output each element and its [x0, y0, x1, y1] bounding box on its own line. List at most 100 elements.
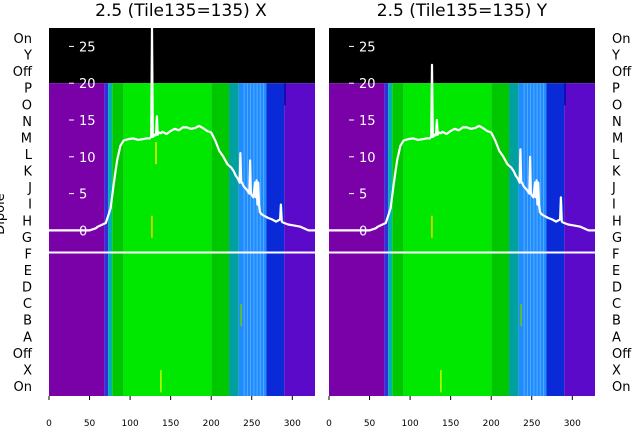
row-label-right: Y: [611, 49, 620, 64]
row-label-right: C: [612, 297, 621, 312]
row-label-right: Off: [612, 65, 632, 80]
heat-marker: [155, 142, 157, 165]
x-tick-label: 200: [203, 419, 220, 429]
y-tick-label: 25: [79, 40, 96, 55]
heat-band: [229, 83, 239, 396]
row-label-left: G: [22, 231, 32, 246]
heat-streak: [246, 83, 248, 396]
heat-streak: [530, 83, 532, 396]
row-label-left: Off: [13, 65, 33, 80]
row-label-left: X: [23, 363, 32, 378]
y-tick-label: 15: [359, 114, 376, 129]
heat-streak: [533, 83, 535, 396]
y-tick-label: 20: [79, 77, 96, 92]
row-label-left: F: [25, 247, 32, 262]
heat-streak: [243, 83, 245, 396]
row-label-right: K: [612, 165, 621, 180]
heat-streak: [526, 83, 528, 396]
x-tick-label: 300: [564, 419, 581, 429]
y-tick-label: 20: [359, 77, 376, 92]
heat-band: [123, 83, 212, 396]
x-tick-label: 100: [122, 419, 139, 429]
row-label-right: I: [612, 198, 616, 213]
row-label-left: On: [14, 32, 32, 47]
row-label-left: H: [22, 214, 32, 229]
x-tick-label: 100: [402, 419, 419, 429]
row-label-right: P: [612, 82, 620, 97]
row-label-left: E: [24, 264, 32, 279]
heat-marker: [151, 215, 153, 238]
heat-band: [518, 83, 547, 396]
background-top: [329, 28, 595, 84]
heat-band: [104, 83, 109, 396]
row-label-left: O: [22, 98, 32, 113]
row-label-left: L: [25, 148, 33, 163]
row-label-left: B: [23, 314, 32, 329]
x-tick-label: 50: [84, 419, 96, 429]
x-tick-label: 250: [523, 419, 540, 429]
heat-streak: [539, 83, 541, 396]
row-label-left: C: [23, 297, 32, 312]
x-tick-label: 50: [364, 419, 376, 429]
heat-marker: [160, 370, 162, 393]
x-tick-label: 150: [442, 419, 459, 429]
heat-marker: [240, 304, 242, 327]
x-tick-label: 200: [483, 419, 500, 429]
row-label-right: N: [612, 115, 622, 130]
heat-marker: [284, 83, 286, 106]
x-tick-label: 250: [243, 419, 260, 429]
row-label-left: I: [28, 198, 32, 213]
heat-band: [384, 83, 389, 396]
row-label-right: G: [612, 231, 622, 246]
row-label-right: H: [612, 214, 622, 229]
heat-streak: [263, 83, 265, 396]
x-tick-label: 300: [284, 419, 301, 429]
row-label-right: E: [612, 264, 620, 279]
y-tick-label: 0: [359, 224, 367, 239]
y-tick-label: 5: [79, 188, 87, 203]
row-label-left: N: [22, 115, 32, 130]
heat-streak: [259, 83, 261, 396]
series-line: [49, 26, 315, 232]
heat-band: [564, 83, 595, 396]
heat-marker: [431, 215, 433, 238]
row-label-left: J: [27, 181, 32, 196]
row-label-right: Off: [612, 347, 632, 362]
heat-band: [108, 83, 113, 396]
series-line: [329, 63, 595, 232]
x-tick-label: 0: [46, 419, 52, 429]
y-tick-label: 10: [359, 151, 376, 166]
heat-band: [546, 83, 565, 396]
heat-band: [211, 83, 230, 396]
heat-streak: [253, 83, 255, 396]
heat-marker: [440, 370, 442, 393]
row-label-left: M: [21, 131, 32, 146]
heat-streak: [536, 83, 538, 396]
row-label-right: L: [612, 148, 620, 163]
x-tick-label: 150: [162, 419, 179, 429]
heat-band: [112, 83, 124, 396]
heat-marker: [520, 304, 522, 327]
heat-band: [329, 83, 385, 396]
row-label-left: Y: [23, 49, 32, 64]
heat-band: [49, 83, 105, 396]
heat-band: [284, 83, 315, 396]
row-label-right: A: [612, 330, 621, 345]
panel-title: 2.5 (Tile135=135) Y: [377, 1, 548, 21]
y-tick-label: 10: [79, 151, 96, 166]
heat-band: [491, 83, 510, 396]
heat-marker: [564, 83, 566, 106]
heat-streak: [256, 83, 258, 396]
heat-band: [509, 83, 519, 396]
row-label-right: On: [612, 32, 630, 47]
y-axis-label: Dipole: [0, 193, 8, 234]
row-label-right: O: [612, 98, 622, 113]
heat-band: [238, 83, 267, 396]
y-tick-label: 0: [79, 224, 87, 239]
y-tick-label: 25: [359, 40, 376, 55]
